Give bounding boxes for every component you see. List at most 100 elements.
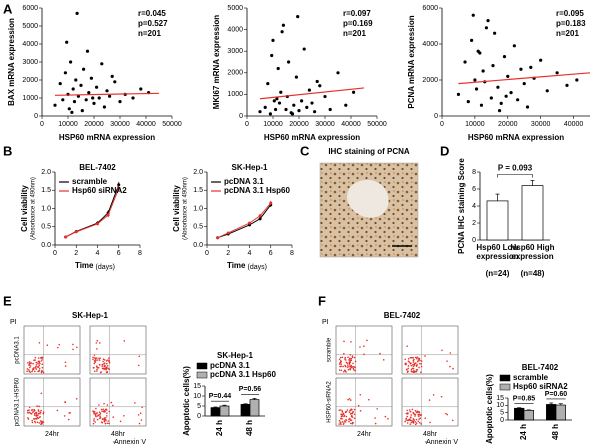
- x-tick-label: 30000: [110, 121, 130, 128]
- flow-dot: [31, 370, 33, 373]
- flow-dot: [419, 414, 422, 417]
- flow-dot: [36, 414, 39, 417]
- point: [97, 96, 101, 100]
- legend-label: pcDNA 3.1 Hsp60: [210, 370, 277, 379]
- flow-dot: [137, 364, 140, 367]
- flow-dot: [349, 361, 352, 364]
- flow-dot: [410, 364, 413, 367]
- flow-dot: [384, 415, 387, 418]
- flow-dot: [407, 367, 409, 370]
- flow-dot: [409, 362, 412, 365]
- chart-title: SK-Hep-1: [217, 351, 254, 360]
- flow-dot: [33, 414, 36, 416]
- flow-dot: [446, 360, 448, 362]
- point: [84, 98, 88, 102]
- flow-plot: [89, 325, 147, 375]
- flow-dot: [345, 371, 347, 373]
- flow-dot: [38, 370, 40, 372]
- bar: [546, 404, 557, 421]
- point: [53, 103, 57, 107]
- bar: [514, 407, 525, 421]
- flow-dot: [411, 364, 414, 366]
- point: [555, 71, 559, 75]
- flow-col-label: 24hr: [45, 431, 60, 438]
- flow-dot: [353, 366, 356, 368]
- y-tick-label: 0.0: [193, 242, 203, 249]
- x-tick-label: 48 h: [551, 424, 560, 440]
- point: [268, 112, 272, 116]
- flow-dot: [106, 422, 109, 425]
- flow-dot: [30, 362, 32, 365]
- flow-dot: [104, 422, 107, 425]
- point: [106, 213, 110, 217]
- x-tick-label: (n=48): [521, 269, 545, 278]
- y-tick-label: 0.5: [193, 224, 203, 231]
- stat-label: n=201: [343, 29, 366, 38]
- point: [509, 91, 513, 95]
- flow-dot: [108, 422, 110, 425]
- point: [72, 100, 77, 104]
- point: [100, 62, 104, 66]
- flow-dot: [408, 409, 411, 411]
- bar: [523, 409, 534, 421]
- flow-dot: [39, 357, 42, 359]
- flow-row-label: pcDNA3.1: [15, 336, 21, 364]
- flow-dot: [35, 368, 38, 370]
- flow-dot: [107, 420, 110, 422]
- flow-dot: [348, 420, 350, 423]
- flow-dot: [420, 360, 423, 362]
- flow-dot: [72, 343, 74, 346]
- flow-plot: [335, 325, 393, 375]
- flow-dot: [338, 358, 341, 361]
- flow-dot: [97, 366, 100, 369]
- flow-dot: [414, 362, 417, 364]
- flow-dot: [407, 360, 410, 362]
- flow-dot: [40, 392, 43, 395]
- flow-dot: [36, 421, 39, 424]
- flow-dot: [138, 422, 141, 425]
- point: [75, 11, 79, 15]
- flow-dot: [31, 409, 33, 412]
- flow-dot: [340, 413, 343, 415]
- flow-dot: [64, 401, 66, 403]
- flow-dot: [339, 361, 341, 364]
- flow-dot: [406, 345, 409, 347]
- y-tick-label: 0: [472, 237, 476, 244]
- x-tick-label: 0: [40, 121, 44, 128]
- flow-dot: [63, 415, 66, 417]
- legend-swatch: [196, 362, 208, 370]
- flow-dot: [338, 423, 340, 425]
- flow-dot: [103, 359, 106, 361]
- point: [139, 87, 143, 91]
- y-tick-label: 1000: [227, 91, 243, 98]
- ihc-image: [319, 162, 419, 258]
- flow-dot: [56, 409, 59, 412]
- point: [516, 98, 520, 102]
- flow-dot: [64, 365, 67, 367]
- flow-plot: [23, 325, 81, 375]
- x-tick-label: 10000: [263, 121, 283, 128]
- flow-dot: [123, 414, 125, 417]
- point: [269, 201, 273, 205]
- flow-dot: [28, 406, 31, 409]
- stat-label: p=0.527: [138, 19, 168, 28]
- flow-dot: [414, 415, 416, 417]
- flow-dot: [42, 411, 45, 413]
- flow-dot: [36, 366, 39, 368]
- flow-dot: [93, 367, 95, 369]
- flow-col-label: 48hr: [111, 431, 126, 438]
- flow-dot: [352, 362, 354, 365]
- flow-dot: [42, 371, 45, 374]
- legend-label: pcDNA 3.1: [210, 361, 250, 370]
- flow-dot: [449, 365, 451, 368]
- x-tick-label: expression: [511, 252, 553, 261]
- flow-dot: [42, 412, 45, 415]
- flow-dot: [37, 357, 40, 359]
- flow-dot: [408, 361, 411, 363]
- flow-dot: [343, 340, 345, 343]
- y-axis-label: MKI67 mRNA expression: [212, 15, 221, 110]
- flow-dot: [39, 412, 41, 415]
- flow-dot: [34, 370, 36, 373]
- y-tick-label: 15: [496, 395, 504, 402]
- x-tick-label: 24 h: [215, 420, 224, 436]
